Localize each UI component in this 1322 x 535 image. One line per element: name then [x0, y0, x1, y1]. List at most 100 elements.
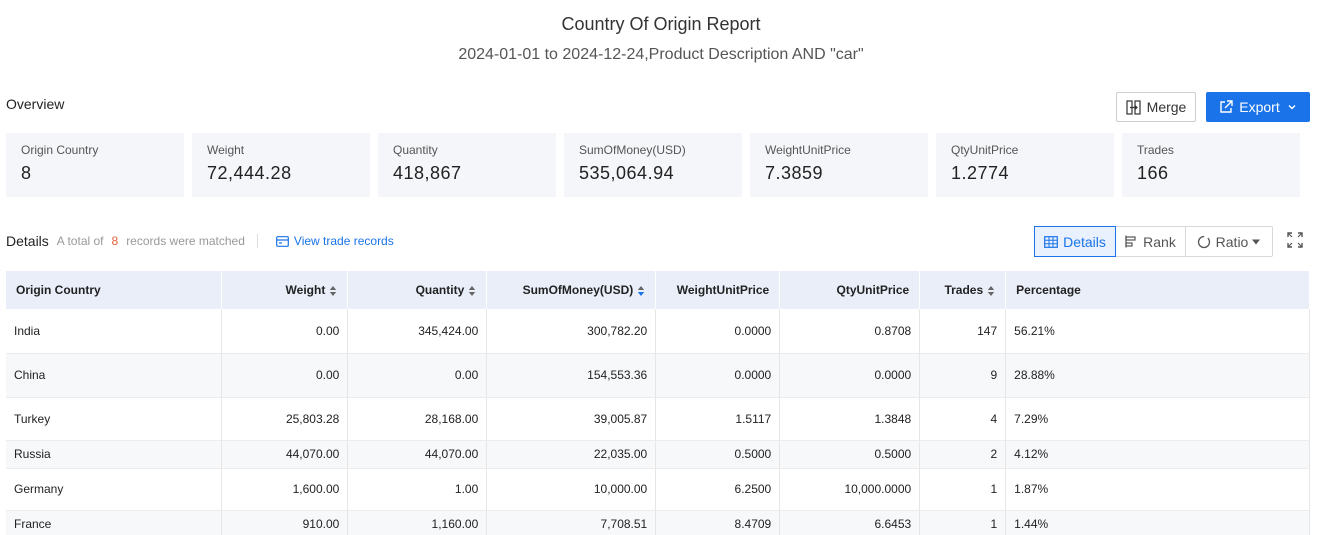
cell-sum-of-money: 39,005.87	[486, 397, 657, 441]
card-icon	[276, 235, 289, 247]
cell-sum-of-money: 300,782.20	[486, 309, 657, 354]
column-header-trades[interactable]: Trades	[919, 271, 1007, 309]
cell-weight: 44,070.00	[221, 440, 349, 469]
cell-percentage: 4.12%	[1005, 440, 1310, 469]
table-row: India 0.00 345,424.00 300,782.20 0.0000 …	[6, 309, 1310, 354]
merge-button[interactable]: Merge	[1116, 92, 1196, 122]
sort-icon	[330, 285, 337, 296]
rank-icon	[1125, 235, 1136, 248]
cell-trades: 4	[919, 397, 1007, 441]
cell-origin-country: France	[6, 510, 223, 535]
cell-trades: 2	[919, 440, 1007, 469]
details-bar: Details A total of 8 records were matche…	[6, 233, 394, 249]
cell-sum-of-money: 22,035.00	[486, 440, 657, 469]
cell-origin-country: Germany	[6, 468, 223, 511]
cell-sum-of-money: 10,000.00	[486, 468, 657, 511]
records-prefix: A total of	[56, 234, 104, 248]
column-header-sum-of-money[interactable]: SumOfMoney(USD)	[486, 271, 657, 309]
records-suffix: records were matched	[126, 234, 245, 248]
card-value: 418,867	[393, 163, 462, 183]
card-label: Quantity	[393, 143, 438, 157]
card-qty-unit-price: QtyUnitPrice 1.2774	[936, 133, 1114, 197]
cell-quantity: 1,160.00	[347, 510, 488, 535]
card-weight-unit-price: WeightUnitPrice 7.3859	[750, 133, 928, 197]
sort-icon	[469, 285, 476, 296]
cell-trades: 147	[919, 309, 1007, 354]
card-label: Origin Country	[21, 143, 99, 157]
column-header-weight[interactable]: Weight	[221, 271, 349, 309]
card-weight: Weight 72,444.28	[192, 133, 370, 197]
card-value: 7.3859	[765, 163, 824, 183]
tab-details-label: Details	[1063, 233, 1106, 250]
cell-weight: 25,803.28	[221, 397, 349, 441]
cell-origin-country: Russia	[6, 440, 223, 469]
divider	[256, 234, 258, 248]
tab-ratio-label: Ratio	[1215, 233, 1249, 250]
cell-weight-unit-price: 1.5117	[655, 397, 781, 441]
merge-button-label: Merge	[1146, 99, 1187, 115]
export-button[interactable]: Export	[1206, 92, 1310, 122]
cell-percentage: 56.21%	[1005, 309, 1310, 354]
tab-ratio[interactable]: Ratio	[1186, 227, 1272, 256]
cell-sum-of-money: 7,708.51	[486, 510, 657, 535]
card-sum-of-money: SumOfMoney(USD) 535,064.94	[564, 133, 742, 197]
cell-trades: 9	[919, 353, 1007, 398]
tab-rank[interactable]: Rank	[1116, 227, 1186, 256]
details-heading: Details	[6, 233, 49, 249]
column-header-percentage: Percentage	[1005, 271, 1310, 309]
sort-icon	[987, 285, 995, 296]
card-value: 535,064.94	[579, 163, 675, 183]
table-row: Turkey 25,803.28 28,168.00 39,005.87 1.5…	[6, 397, 1310, 441]
sort-icon	[638, 285, 645, 296]
cell-weight-unit-price: 8.4709	[655, 510, 781, 535]
cell-qty-unit-price: 0.5000	[779, 440, 921, 469]
caret-down-icon	[1252, 239, 1261, 244]
cell-qty-unit-price: 0.0000	[779, 353, 921, 398]
tab-rank-label: Rank	[1143, 233, 1176, 250]
chevron-down-icon	[1288, 105, 1296, 110]
origin-country-table: Origin Country Weight Quantity SumOfMone…	[6, 271, 1310, 535]
merge-icon	[1126, 99, 1141, 115]
cell-weight-unit-price: 0.0000	[655, 309, 781, 354]
cell-quantity: 0.00	[347, 353, 488, 398]
cell-origin-country: India	[6, 309, 223, 354]
table-row: China 0.00 0.00 154,553.36 0.0000 0.0000…	[6, 353, 1310, 398]
table-row: Russia 44,070.00 44,070.00 22,035.00 0.5…	[6, 440, 1310, 469]
cell-trades: 1	[919, 510, 1007, 535]
page-subtitle: 2024-01-01 to 2024-12-24,Product Descrip…	[458, 46, 864, 63]
column-header-qty-unit-price: QtyUnitPrice	[779, 271, 921, 309]
card-value: 8	[21, 163, 32, 183]
export-button-label: Export	[1239, 99, 1280, 115]
table-row: France 910.00 1,160.00 7,708.51 8.4709 6…	[6, 510, 1310, 535]
cell-quantity: 345,424.00	[347, 309, 488, 354]
cell-qty-unit-price: 10,000.0000	[779, 468, 921, 511]
records-count: 8	[111, 234, 119, 248]
ratio-icon	[1197, 235, 1210, 248]
cell-weight: 0.00	[221, 353, 349, 398]
cell-trades: 1	[919, 468, 1007, 511]
card-quantity: Quantity 418,867	[378, 133, 556, 197]
card-label: WeightUnitPrice	[765, 143, 851, 157]
cell-weight: 1,600.00	[221, 468, 349, 511]
cell-weight-unit-price: 0.0000	[655, 353, 781, 398]
table-icon	[1044, 235, 1058, 248]
card-label: Weight	[207, 143, 245, 157]
view-trade-records-label: View trade records	[293, 234, 394, 248]
cell-percentage: 7.29%	[1005, 397, 1310, 441]
cell-origin-country: Turkey	[6, 397, 223, 441]
table-row: Germany 1,600.00 1.00 10,000.00 6.2500 1…	[6, 468, 1310, 511]
cell-quantity: 44,070.00	[347, 440, 488, 469]
tab-details[interactable]: Details	[1034, 226, 1116, 257]
column-header-weight-unit-price: WeightUnitPrice	[655, 271, 781, 309]
card-label: QtyUnitPrice	[951, 143, 1019, 157]
fullscreen-icon[interactable]	[1287, 232, 1303, 248]
cell-weight: 910.00	[221, 510, 349, 535]
cell-origin-country: China	[6, 353, 223, 398]
column-header-quantity[interactable]: Quantity	[347, 271, 488, 309]
table-header-row: Origin Country Weight Quantity SumOfMone…	[6, 271, 1310, 309]
cell-qty-unit-price: 0.8708	[779, 309, 921, 354]
view-switcher: Details Rank Ratio	[1034, 226, 1273, 257]
card-label: Trades	[1137, 143, 1174, 157]
cell-quantity: 28,168.00	[347, 397, 488, 441]
view-trade-records-link[interactable]: View trade records	[276, 234, 394, 248]
